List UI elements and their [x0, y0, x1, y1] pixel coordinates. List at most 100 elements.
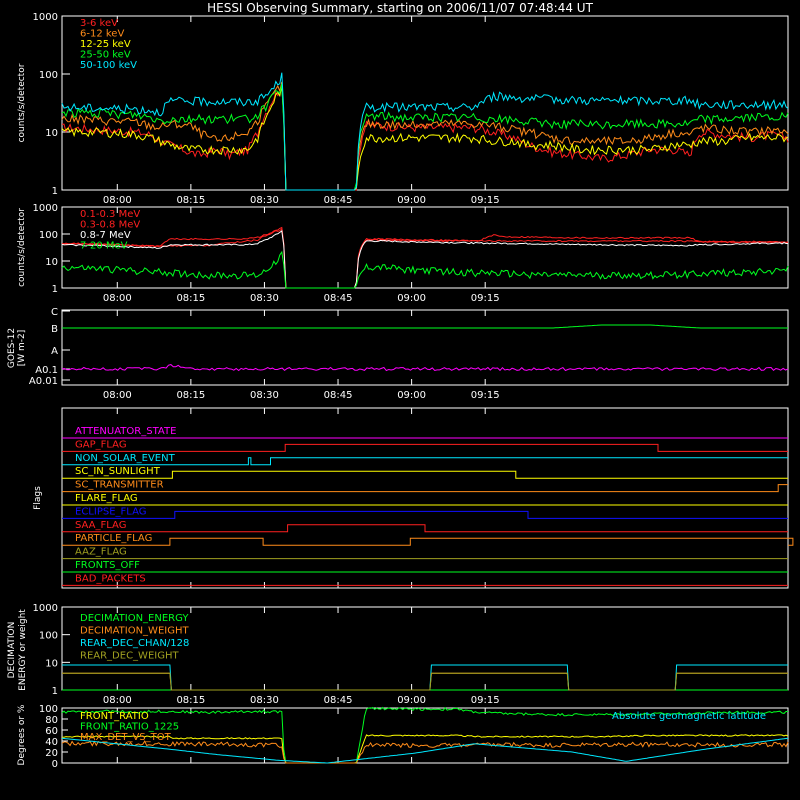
flag-attenuator-state-label: ATTENUATOR_STATE: [75, 426, 176, 437]
panel-decimation-xtick-label: 08:15: [176, 695, 205, 706]
series-ratio-front-ratio: [61, 734, 789, 764]
panel-flags-frame: [61, 407, 789, 589]
panel-goes-ytick-label: A: [51, 346, 58, 357]
flag-saa-flag-label: SAA_FLAG: [75, 520, 126, 531]
annotation-geomagnetic-latitude: Absolute geomagnetic latitude: [612, 711, 766, 722]
panel-goes-xtick-label: 08:15: [176, 390, 205, 401]
panel-low-ytick-label: 10: [45, 128, 58, 139]
series-0-1-0-3-mev: [62, 226, 789, 289]
panel-ratios-ytick-label: 80: [45, 715, 58, 726]
panel-goes-ytick-label: A0.01: [29, 376, 58, 387]
legend-12-25-kev: 12-25 keV: [80, 39, 131, 50]
series-dec-rear-dec-weight: [62, 672, 788, 691]
panel-decimation-ytick-label: 100: [39, 631, 58, 642]
series-25-50-kev: [61, 83, 789, 191]
panel-decimation-ylabel-2: ENERGY or weight: [18, 609, 28, 691]
panel-goes-xtick-label: 09:15: [471, 390, 500, 401]
legend-ratio-front-ratio: FRONT_RATIO: [80, 711, 149, 722]
panel-low-xtick-label: 08:30: [250, 195, 279, 206]
series-ratio-front-ratio-1225: [61, 706, 788, 764]
panel-low-xtick-label: 09:00: [397, 195, 426, 206]
series-0-8-7-mev: [61, 229, 788, 289]
legend-dec-rear-dec-chan-128: REAR_DEC_CHAN/128: [80, 638, 189, 649]
panel-low-ytick-label: 100: [39, 70, 58, 81]
panel-decimation-xtick-label: 09:00: [397, 695, 426, 706]
panel-ratios-ytick-label: 60: [45, 726, 58, 737]
flag-flare-flag-label: FLARE_FLAG: [75, 493, 138, 504]
legend-0-3-0-8-mev: 0.3-0.8 MeV: [80, 220, 140, 231]
flag-gap-flag-label: GAP_FLAG: [75, 439, 127, 450]
legend-25-50-kev: 25-50 keV: [80, 50, 131, 61]
flag-eclipse-flag-label: ECLIPSE_FLAG: [75, 506, 146, 517]
flag-bad-packets-label: BAD_PACKETS: [75, 573, 146, 584]
flag-sc-transmitter-trace: [62, 484, 788, 493]
panel-flags-ylabel: Flags: [33, 486, 43, 510]
panel-ratios-ylabel: Degrees or %: [17, 704, 27, 765]
panel-high-ylabel: counts/s/detector: [17, 208, 27, 287]
panel-high-xtick-label: 08:45: [324, 293, 353, 304]
panel-low-xtick-label: 09:15: [471, 195, 500, 206]
panel-high-xtick-label: 08:30: [250, 293, 279, 304]
series-50-100-kev: [61, 72, 789, 191]
series-goes-1: [61, 364, 789, 372]
panel-high-ytick-label: 1: [52, 284, 58, 295]
legend-dec-rear-dec-weight: REAR_DEC_WEIGHT: [80, 651, 179, 662]
panel-high-xtick-label: 09:15: [471, 293, 500, 304]
panel-low-ytick-label: 1000: [33, 12, 58, 23]
legend-50-100-kev: 50-100 keV: [80, 60, 137, 71]
panel-high-frame: [61, 206, 789, 289]
panel-decimation-ylabel: DECIMATION: [7, 622, 17, 679]
panel-goes-ylabel-units: [W m-2]: [17, 330, 27, 367]
panel-high-ytick-label: 1000: [33, 203, 58, 214]
flag-sc-in-sunlight-label: SC_IN_SUNLIGHT: [75, 466, 161, 477]
legend-dec-decimation-weight: DECIMATION_WEIGHT: [80, 626, 189, 637]
flag-sc-in-sunlight-trace: [62, 470, 788, 479]
flag-particle-flag-label: PARTICLE_FLAG: [75, 533, 152, 544]
panel-high-ytick-label: 10: [45, 257, 58, 268]
panel-high-ytick-label: 100: [39, 230, 58, 241]
panel-goes-ytick-label: B: [51, 324, 58, 335]
legend-0-8-7-mev: 0.8-7 MeV: [80, 230, 131, 241]
series-ratio-max-det-vs-tot: [61, 740, 789, 764]
chart-title: HESSI Observing Summary, starting on 200…: [207, 1, 593, 15]
series-12-25-kev: [61, 86, 789, 191]
panel-low-frame: [61, 15, 789, 191]
legend-3-6-kev: 3-6 keV: [80, 18, 118, 29]
legend-0-1-0-3-mev: 0.1-0.3 MeV: [80, 209, 140, 220]
panel-goes-ytick-label: C: [51, 307, 58, 318]
panel-goes-xtick-label: 08:00: [103, 390, 132, 401]
panel-decimation-xtick-label: 09:15: [471, 695, 500, 706]
panel-goes-ytick-label: A0.1: [35, 365, 58, 376]
panel-low-xtick-label: 08:15: [176, 195, 205, 206]
panel-high-xtick-label: 08:15: [176, 293, 205, 304]
panel-ratios-ytick-label: 20: [45, 748, 58, 759]
legend-ratio-max-det-vs-tot: MAX_DET_VS_TOT: [80, 732, 172, 743]
flag-non-solar-event-trace: [62, 457, 788, 466]
panel-decimation-xtick-label: 08:00: [103, 695, 132, 706]
series-7-20-mev: [61, 250, 789, 289]
series-goes-0: [62, 324, 788, 329]
legend-6-12-kev: 6-12 keV: [80, 29, 124, 40]
panel-decimation-xtick-label: 08:30: [250, 695, 279, 706]
panel-decimation-ytick-label: 1000: [33, 603, 58, 614]
panel-decimation-xtick-label: 08:45: [324, 695, 353, 706]
panel-decimation-ytick-label: 1: [52, 686, 58, 697]
series-6-12-kev: [61, 81, 789, 191]
flag-fronts-off-label: FRONTS_OFF: [75, 560, 140, 571]
panel-goes-xtick-label: 09:00: [397, 390, 426, 401]
series-ratio-absolute-geomagnetic-latitude: [61, 737, 789, 764]
panel-low-xtick-label: 08:45: [324, 195, 353, 206]
flag-eclipse-flag-trace: [62, 510, 788, 519]
flag-particle-flag-trace: [62, 537, 794, 546]
panel-low-ytick-label: 1: [52, 186, 58, 197]
panel-ratios-ytick-label: 40: [45, 737, 58, 748]
flag-non-solar-event-label: NON_SOLAR_EVENT: [75, 453, 176, 464]
flag-aaz-flag-label: AAZ_FLAG: [75, 547, 127, 558]
flag-saa-flag-trace: [62, 524, 788, 533]
panel-high-xtick-label: 09:00: [397, 293, 426, 304]
panel-ratios-ytick-label: 0: [52, 759, 58, 770]
panel-decimation-ytick-label: 10: [45, 658, 58, 669]
panel-goes-xtick-label: 08:45: [324, 390, 353, 401]
panel-goes-ylabel: GOES-12: [7, 328, 17, 368]
panel-goes-frame: [61, 309, 789, 386]
